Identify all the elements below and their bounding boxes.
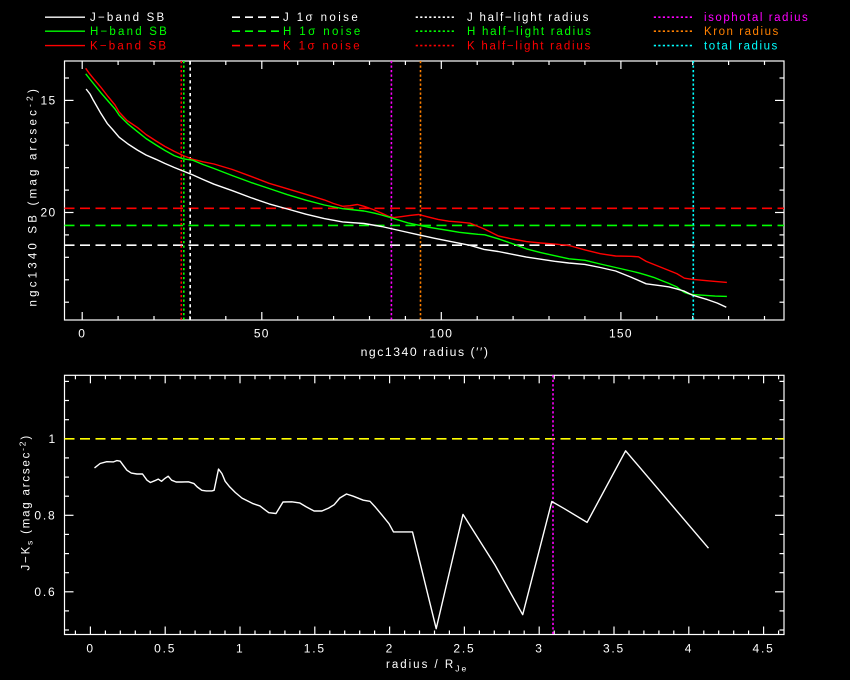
- svg-text:150: 150: [609, 327, 633, 341]
- svg-text:K half−light radius: K half−light radius: [467, 41, 592, 53]
- svg-text:total radius: total radius: [704, 41, 779, 53]
- svg-text:1: 1: [49, 432, 57, 446]
- svg-text:H−band SB: H−band SB: [90, 26, 169, 38]
- svg-text:2: 2: [386, 642, 394, 656]
- svg-text:50: 50: [254, 327, 270, 341]
- svg-text:K 1σ noise: K 1σ noise: [283, 41, 362, 53]
- svg-text:0.5: 0.5: [154, 642, 176, 656]
- svg-text:radius / RJe: radius / RJe: [386, 659, 468, 674]
- svg-text:1.5: 1.5: [304, 642, 326, 656]
- svg-text:3.5: 3.5: [603, 642, 625, 656]
- svg-text:2.5: 2.5: [453, 642, 475, 656]
- svg-text:H 1σ noise: H 1σ noise: [283, 26, 363, 38]
- svg-text:0: 0: [86, 642, 94, 656]
- svg-text:20: 20: [41, 206, 57, 220]
- svg-text:H half−light radius: H half−light radius: [467, 26, 593, 38]
- svg-text:isophotal radius: isophotal radius: [704, 12, 809, 24]
- svg-text:3: 3: [535, 642, 543, 656]
- svg-text:Kron radius: Kron radius: [704, 26, 780, 38]
- svg-text:0: 0: [78, 327, 86, 341]
- svg-text:J−band SB: J−band SB: [90, 12, 166, 24]
- svg-text:15: 15: [41, 93, 57, 107]
- svg-text:J 1σ noise: J 1σ noise: [283, 12, 360, 24]
- svg-text:J−Ks (mag arcsec-2): J−Ks (mag arcsec-2): [18, 434, 35, 570]
- svg-text:0.6: 0.6: [34, 585, 56, 599]
- svg-text:4: 4: [685, 642, 693, 656]
- svg-text:1: 1: [236, 642, 244, 656]
- svg-text:4.5: 4.5: [753, 642, 775, 656]
- svg-text:100: 100: [429, 327, 453, 341]
- svg-text:ngc1340 radius (′′): ngc1340 radius (′′): [361, 345, 490, 359]
- svg-text:0.8: 0.8: [34, 508, 56, 522]
- svg-text:K−band SB: K−band SB: [90, 41, 168, 53]
- svg-text:J half−light radius: J half−light radius: [467, 12, 590, 24]
- svg-text:ngc1340 SB (mag arcsec-2): ngc1340 SB (mag arcsec-2): [25, 86, 40, 307]
